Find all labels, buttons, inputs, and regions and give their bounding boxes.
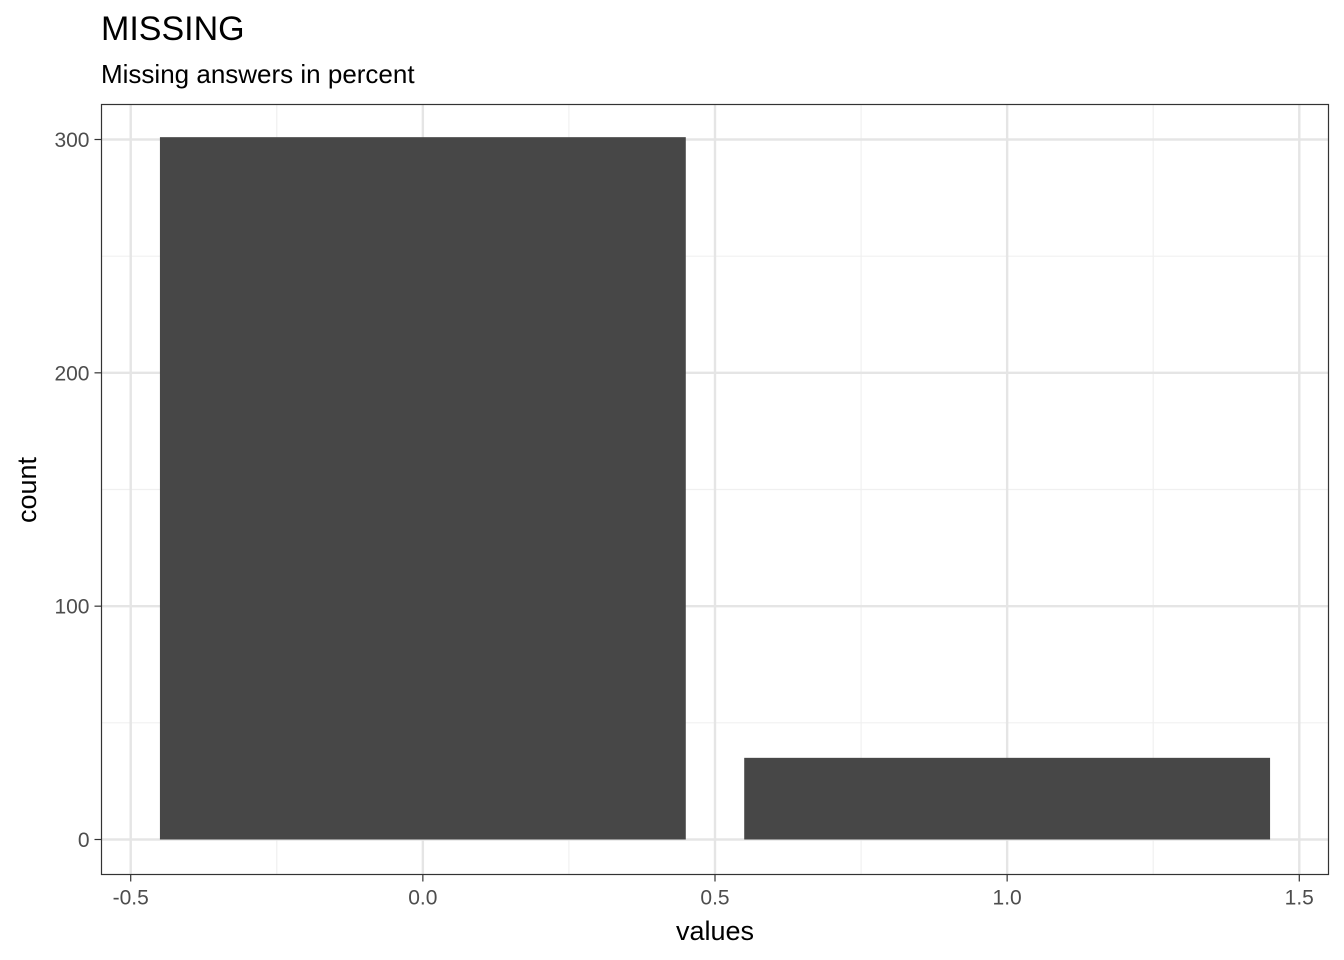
bars xyxy=(159,137,1271,840)
y-tick-label: 200 xyxy=(54,362,89,385)
y-tick-label: 300 xyxy=(54,129,89,152)
bar xyxy=(744,757,1271,840)
x-tick-label: -0.5 xyxy=(113,887,149,910)
y-axis: 0 100 200 300 xyxy=(54,129,102,852)
x-tick-label: 1.5 xyxy=(1285,887,1314,910)
y-axis-title: count xyxy=(12,456,42,523)
bar xyxy=(159,137,686,840)
chart-title: MISSING xyxy=(101,10,245,48)
x-axis-title: values xyxy=(676,916,754,946)
y-tick-label: 100 xyxy=(54,596,89,619)
y-tick-label: 0 xyxy=(78,829,90,852)
x-axis: -0.5 0.0 0.5 1.0 1.5 xyxy=(113,874,1314,910)
x-tick-label: 1.0 xyxy=(993,887,1022,910)
chart-subtitle: Missing answers in percent xyxy=(101,59,415,89)
x-tick-label: 0.0 xyxy=(408,887,437,910)
x-tick-label: 0.5 xyxy=(700,887,729,910)
